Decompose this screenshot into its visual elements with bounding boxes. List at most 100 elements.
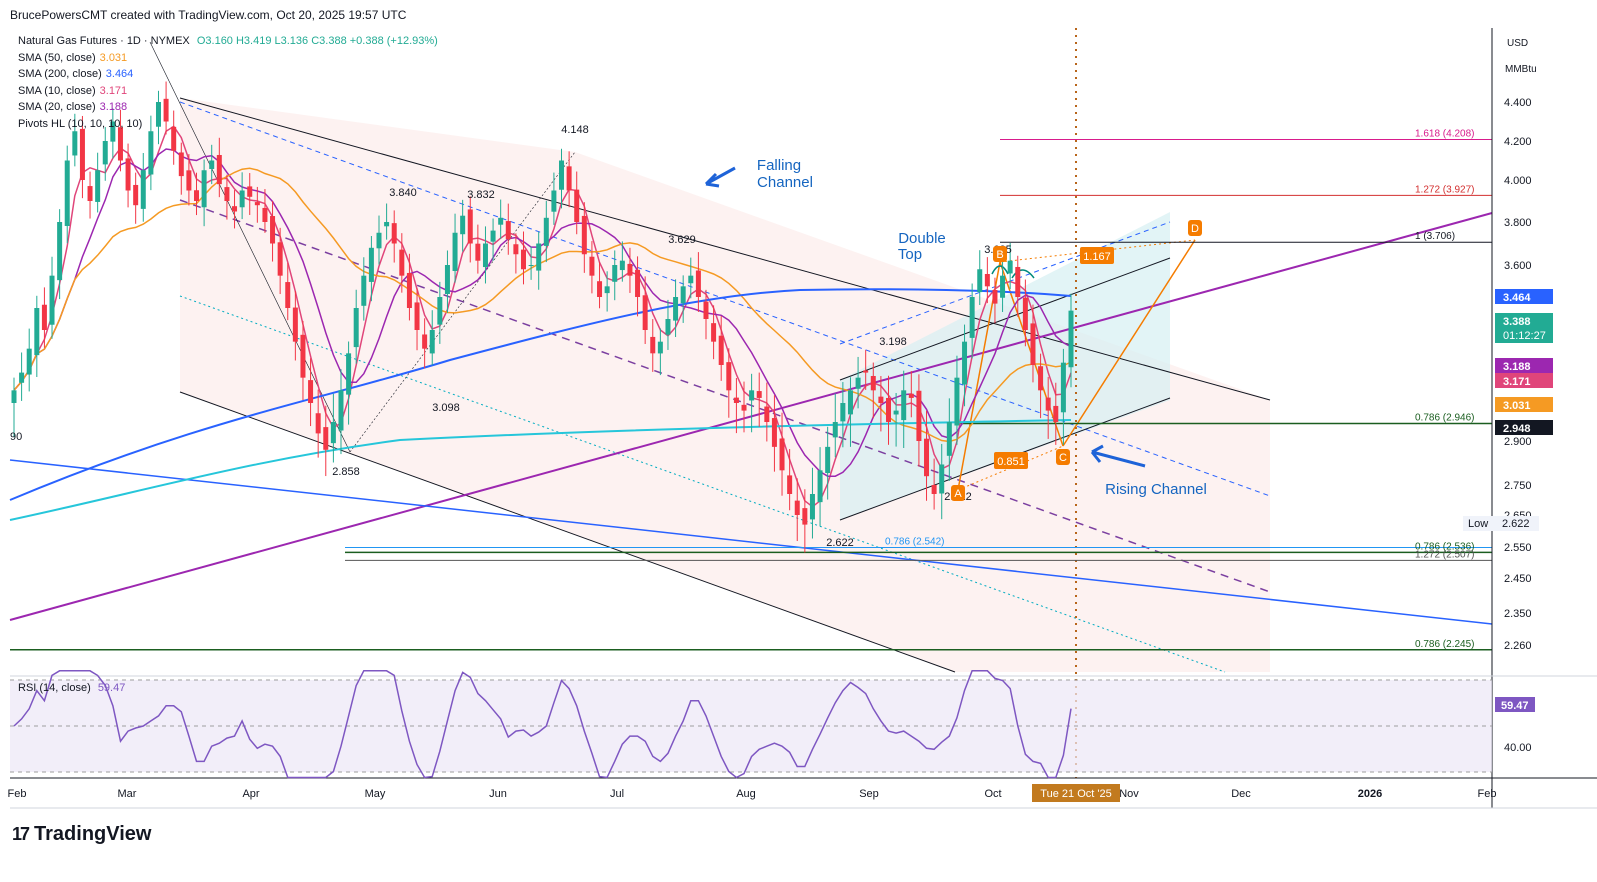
candle-body: [475, 243, 481, 261]
sma200-label: SMA (200, close): [18, 68, 102, 80]
sma20-value: 3.188: [99, 101, 128, 113]
y-tick-4: 3.600: [1504, 260, 1532, 272]
rsi-legend[interactable]: RSI (14, close) 59.47: [18, 682, 125, 694]
price-axis: USDMMBtu4.4004.2004.0003.8003.6003.4503.…: [10, 28, 1597, 809]
candle-body: [688, 275, 694, 284]
rising-arrow-icon: [1090, 444, 1146, 468]
fib-label-5: 0.786 (2.536): [1415, 541, 1475, 552]
candle-body: [984, 273, 990, 287]
candle-body: [277, 242, 283, 276]
candle-body: [931, 484, 937, 494]
candle-body: [764, 406, 770, 422]
candle-body: [513, 244, 519, 255]
candle-body: [847, 390, 853, 415]
candle-body: [574, 189, 580, 222]
falling-dashed-top: [179, 101, 1271, 497]
fib-label-0: 1.618 (4.208): [1415, 128, 1475, 139]
candle-body: [308, 380, 314, 403]
swing-label-1: 3.840: [389, 187, 417, 199]
candle-body: [711, 323, 717, 342]
candle-body: [832, 422, 838, 438]
sma10-row[interactable]: SMA (10, close) 3.171: [18, 83, 438, 100]
abcd-marker-D: [1188, 220, 1202, 236]
candle-body: [756, 391, 762, 398]
swing-label-2: 3.832: [467, 189, 495, 201]
x-tick-7: Sep: [859, 788, 879, 800]
attribution-header: BrucePowersCMT created with TradingView.…: [10, 8, 407, 22]
candle-body: [954, 377, 960, 426]
candle-body: [566, 166, 572, 191]
candle-body: [437, 297, 443, 325]
sma10-value: 3.171: [99, 84, 128, 97]
candle-body: [125, 158, 131, 191]
price-badge-text-4: 3.031: [1503, 400, 1531, 412]
candle-body: [703, 301, 709, 319]
pivots-row[interactable]: Pivots HL (10, 10, 10, 10): [18, 116, 438, 133]
fib-label-4: 0.786 (2.542): [885, 536, 945, 547]
blue-longterm: [9, 459, 1493, 625]
swing-label-5: 2.858: [332, 466, 360, 478]
abcd-marker-A: [951, 485, 965, 501]
candle-body: [429, 330, 435, 354]
candle-body: [209, 160, 215, 169]
chart-legend: Natural Gas Futures · 1D · NYMEX O3.160 …: [18, 33, 438, 132]
x-tick-0: Feb: [8, 788, 27, 800]
candle-body: [102, 141, 108, 165]
ohlc-values: O3.160 H3.419 L3.136 C3.388 +0.388 (+12.…: [196, 35, 438, 47]
candle-body: [285, 282, 291, 308]
candle-body: [49, 275, 55, 325]
candle-body: [467, 209, 473, 244]
candle-body: [292, 307, 298, 342]
low-value: 2.622: [1502, 518, 1530, 530]
candle-body: [391, 223, 397, 244]
sma50-row[interactable]: SMA (50, close) 3.031: [18, 50, 438, 67]
candle-body: [323, 427, 329, 450]
candle-body: [11, 390, 17, 403]
candle-body: [528, 265, 534, 266]
candle-body: [855, 377, 861, 389]
y-tick-15: 2.260: [1504, 640, 1532, 652]
candle-body: [604, 286, 610, 294]
candle-body: [817, 470, 823, 503]
swing-label-6: 3.198: [879, 336, 907, 348]
abcd-letter-C: C: [1059, 452, 1067, 464]
candle-body: [95, 170, 101, 202]
candle-body: [41, 304, 47, 330]
price-badge-0: [1495, 289, 1553, 304]
price-badge-text-5: 2.948: [1503, 423, 1531, 435]
candle-body: [1068, 310, 1074, 368]
candle-body: [885, 397, 891, 422]
sma20-row[interactable]: SMA (20, close) 3.188: [18, 99, 438, 116]
symbol-row[interactable]: Natural Gas Futures · 1D · NYMEX O3.160 …: [18, 33, 438, 50]
candle-body: [361, 275, 367, 306]
price-badge-text-3: 3.171: [1503, 376, 1531, 388]
candle-body: [1038, 366, 1044, 391]
candle-body: [262, 207, 268, 222]
x-tick-3: May: [365, 788, 386, 800]
annotations: 4.148 3.840 3.832 3.629 3.098 2.858 3.198 2.622…: [332, 124, 1207, 549]
y-tick-9: 2.900: [1504, 436, 1532, 448]
candle-body: [1060, 362, 1066, 413]
price-badge-1: [1495, 313, 1553, 343]
tv-logo-icon: 17: [12, 824, 30, 844]
tradingview-logo[interactable]: 17 TradingView: [12, 823, 151, 846]
candle-body: [216, 154, 222, 185]
candle-body: [1007, 260, 1013, 274]
sma200-line: [9, 288, 1072, 501]
x-tick-6: Aug: [736, 788, 756, 800]
brand-name: TradingView: [34, 823, 152, 845]
abcd-letter-D: D: [1191, 223, 1199, 235]
candle-body: [315, 413, 321, 434]
time-axis: Feb Mar Apr May Jun Jul Aug Sep Oct Nov Dec 2026 Feb…: [8, 784, 1496, 802]
sma200-row[interactable]: SMA (200, close) 3.464: [18, 66, 438, 83]
swing-label-7: 2.622: [826, 537, 854, 549]
candle-body: [140, 170, 146, 209]
candle-body: [559, 160, 565, 190]
candle-body: [201, 170, 207, 208]
swing-label-0: 4.148: [561, 124, 589, 136]
ratio-text-0: 0.851: [997, 456, 1025, 468]
clipped-left-label: 90: [10, 431, 22, 443]
candle-body: [110, 121, 116, 142]
x-tick-11: 2026: [1358, 788, 1382, 800]
